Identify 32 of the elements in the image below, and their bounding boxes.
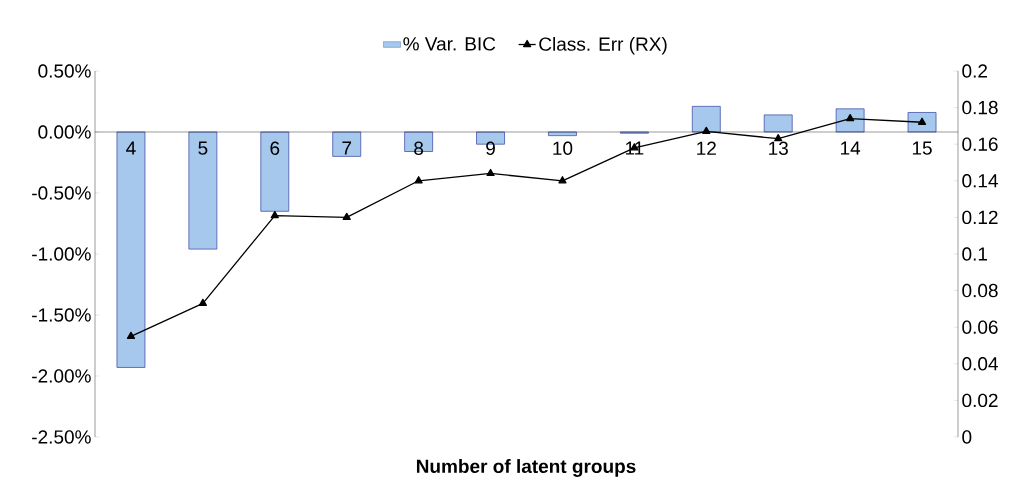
x-tick-label: 14 — [841, 141, 861, 155]
legend-label: Class. Err (RX) — [539, 36, 667, 55]
y2-tick-label: 0.1 — [962, 247, 988, 261]
y2-tick-label: 0.02 — [962, 393, 998, 408]
x-tick-label: 15 — [912, 141, 932, 155]
y2-tick-label: 0.14 — [962, 174, 998, 188]
y2-tick-label: 0.16 — [962, 137, 998, 151]
x-tick-label: 12 — [697, 141, 716, 155]
y-tick-label: 0.00% — [38, 125, 91, 139]
y-tick-label: -2.50% — [32, 430, 91, 444]
legend-label: % Var. BIC — [403, 37, 496, 51]
x-tick-label: 4 — [126, 141, 136, 155]
y-tick-label: -2.00% — [32, 369, 91, 383]
y2-tick-label: 0 — [962, 430, 972, 444]
y2-tick-label: 0.08 — [962, 283, 998, 298]
y-tick-label: -1.00% — [32, 247, 91, 261]
y2-tick-label: 0.04 — [962, 357, 998, 371]
x-tick-label: 5 — [198, 141, 208, 155]
x-tick-label: 13 — [769, 141, 788, 155]
y-tick-label: -1.50% — [32, 308, 91, 322]
x-axis-title: Number of latent groups — [416, 459, 636, 477]
y2-tick-label: 0.2 — [962, 64, 987, 78]
x-tick-label: 9 — [486, 141, 495, 155]
y2-tick-label: 0.18 — [962, 100, 998, 115]
y-tick-label: -0.50% — [32, 186, 91, 200]
x-tick-label: 10 — [553, 141, 573, 155]
y-tick-label: 0.50% — [38, 64, 91, 78]
y2-tick-label: 0.06 — [962, 320, 998, 334]
x-tick-label: 7 — [342, 141, 352, 155]
y2-tick-label: 0.12 — [962, 210, 998, 225]
x-tick-label: 8 — [414, 141, 424, 155]
x-tick-label: 6 — [270, 141, 280, 155]
